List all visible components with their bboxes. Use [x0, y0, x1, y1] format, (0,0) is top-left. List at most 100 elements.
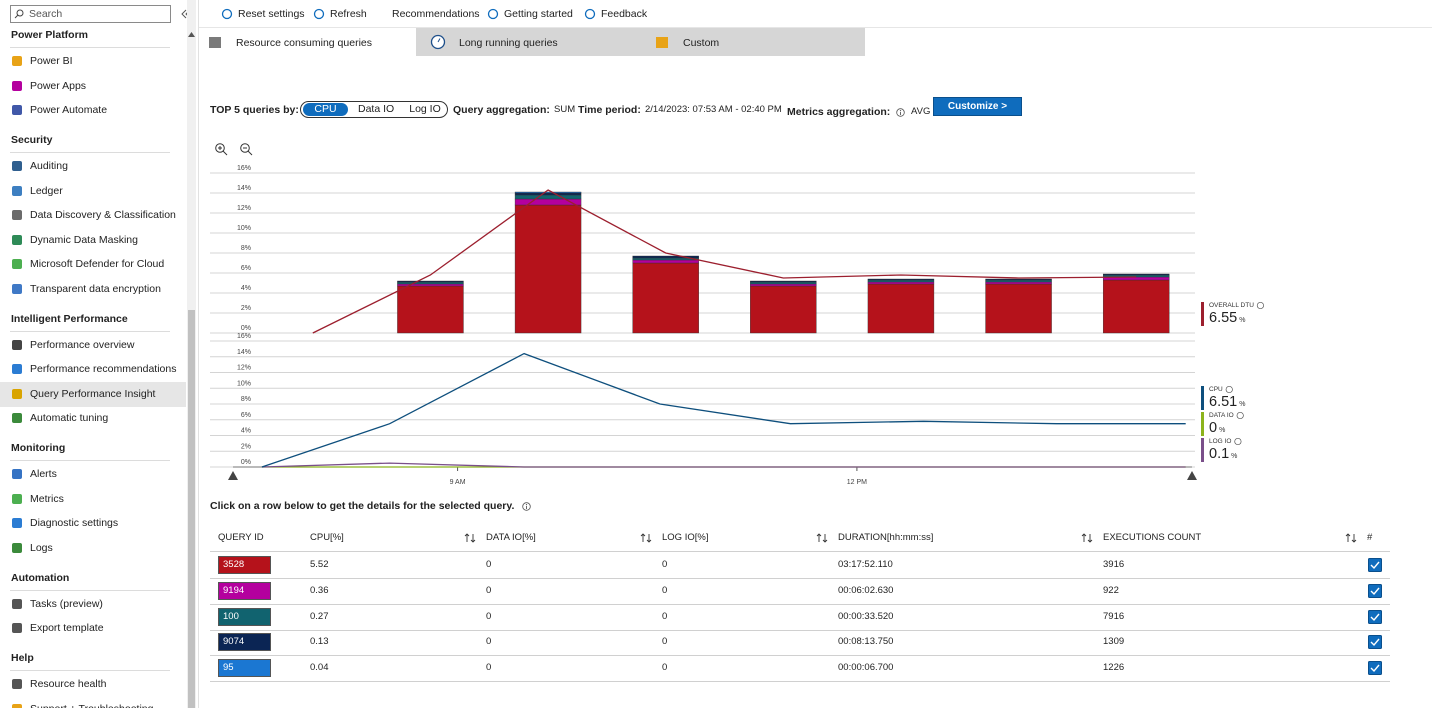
y-tick-label: 10%: [237, 225, 251, 232]
filter-value: AVG: [911, 105, 930, 119]
info-icon[interactable]: [1235, 438, 1241, 444]
table-cell: 0: [486, 584, 491, 598]
bar-segment: [986, 279, 1052, 280]
sidebar-item-icon: [12, 623, 22, 633]
table-cell: 5.52: [310, 558, 329, 572]
sidebar-item[interactable]: Diagnostic settings: [30, 516, 118, 530]
tab-icon: [654, 34, 670, 50]
sidebar-item[interactable]: Transparent data encryption: [30, 282, 161, 296]
column-header[interactable]: DURATION[hh:mm:ss]: [838, 531, 933, 545]
row-checkbox[interactable]: [1368, 558, 1382, 572]
sort-icon[interactable]: [640, 533, 652, 543]
filter-label: Query aggregation:: [453, 103, 550, 117]
bar-segment: [515, 195, 581, 199]
filter-label: Time period:: [578, 103, 641, 117]
column-header[interactable]: #: [1367, 531, 1372, 545]
sidebar-item[interactable]: Resource health: [30, 677, 106, 691]
column-header[interactable]: QUERY ID: [218, 531, 264, 545]
info-icon[interactable]: [522, 502, 531, 511]
sidebar-item[interactable]: Auditing: [30, 159, 68, 173]
bar-segment: [986, 282, 1052, 284]
sidebar-section-divider: [10, 47, 170, 48]
bar-segment: [397, 284, 463, 286]
sidebar-item[interactable]: Power Automate: [30, 103, 107, 117]
scrollbar-thumb[interactable]: [188, 310, 195, 708]
zoom-out[interactable]: [239, 142, 253, 156]
table-cell: 00:00:33.520: [838, 610, 893, 624]
bar-segment: [1103, 280, 1169, 333]
table-cell: 00:08:13.750: [838, 635, 893, 649]
row-checkbox[interactable]: [1368, 661, 1382, 675]
sidebar-section-divider: [10, 590, 170, 591]
tab[interactable]: Long running queries: [459, 36, 558, 50]
info-icon[interactable]: [896, 108, 905, 117]
range-handle[interactable]: [1187, 471, 1197, 480]
sidebar-item[interactable]: Performance recommendations: [30, 362, 176, 376]
zoom-in[interactable]: [214, 142, 228, 156]
toolbar-button[interactable]: Refresh: [330, 7, 367, 21]
sidebar-item[interactable]: Export template: [30, 621, 104, 635]
legend-unit: %: [1231, 453, 1237, 460]
tab-active[interactable]: Resource consuming queries: [236, 36, 372, 50]
sidebar-section-divider: [10, 152, 170, 153]
tab[interactable]: Custom: [683, 36, 719, 50]
sidebar-item[interactable]: Power Apps: [30, 79, 86, 93]
sidebar-item[interactable]: Tasks (preview): [30, 597, 103, 611]
customize-button[interactable]: Customize >: [933, 97, 1022, 116]
sidebar-item[interactable]: Power BI: [30, 54, 73, 68]
bar-segment: [750, 281, 816, 282]
table-row[interactable]: [210, 578, 1390, 604]
sidebar-item[interactable]: Query Performance Insight: [30, 387, 155, 401]
column-header[interactable]: EXECUTIONS COUNT: [1103, 531, 1201, 545]
sidebar-item[interactable]: Alerts: [30, 467, 57, 481]
row-checkbox[interactable]: [1368, 584, 1382, 598]
sidebar-item[interactable]: Ledger: [30, 184, 63, 198]
query-id: 9074: [223, 635, 244, 649]
bar-segment: [397, 281, 463, 282]
table-row[interactable]: [210, 604, 1390, 630]
sidebar-item[interactable]: Dynamic Data Masking: [30, 233, 138, 247]
sidebar-item[interactable]: Data Discovery & Classification: [30, 208, 176, 222]
sort-icon[interactable]: [1345, 533, 1357, 543]
sort-icon[interactable]: [816, 533, 828, 543]
range-handle[interactable]: [228, 471, 238, 480]
toggle-option[interactable]: Log IO: [408, 103, 442, 116]
row-checkbox[interactable]: [1368, 635, 1382, 649]
legend-label: CPU: [1209, 386, 1223, 393]
info-icon[interactable]: [1237, 412, 1243, 418]
sidebar-item[interactable]: Microsoft Defender for Cloud: [30, 257, 164, 271]
info-icon[interactable]: [1226, 386, 1232, 392]
sidebar-item[interactable]: Logs: [30, 541, 53, 555]
search-box[interactable]: Search: [10, 5, 171, 23]
table-cell: 0: [662, 584, 667, 598]
table-row[interactable]: [210, 655, 1390, 681]
legend-label: OVERALL DTU: [1209, 302, 1254, 309]
info-icon[interactable]: [1257, 302, 1263, 308]
toolbar-button[interactable]: Feedback: [601, 7, 647, 21]
bar-segment: [515, 192, 581, 193]
sidebar-item[interactable]: Automatic tuning: [30, 411, 108, 425]
sidebar-item[interactable]: Performance overview: [30, 338, 134, 352]
table-row[interactable]: [210, 629, 1390, 655]
legend-label: LOG IO: [1209, 438, 1231, 445]
column-header[interactable]: DATA IO[%]: [486, 531, 536, 545]
toolbar-button[interactable]: Recommendations: [392, 7, 480, 21]
table-cell: 03:17:52.110: [838, 558, 893, 572]
toggle-option[interactable]: Data IO: [358, 103, 394, 116]
sort-icon[interactable]: [1081, 533, 1093, 543]
row-checkbox[interactable]: [1368, 610, 1382, 624]
sidebar-item-icon: [12, 518, 22, 528]
sidebar-item-icon: [12, 494, 22, 504]
scroll-up-arrow[interactable]: [188, 31, 195, 37]
sidebar-item[interactable]: Metrics: [30, 492, 64, 506]
sidebar-item-icon: [12, 389, 22, 399]
table-row[interactable]: [210, 552, 1390, 578]
y-tick-label: 0%: [241, 459, 251, 466]
column-header[interactable]: CPU[%]: [310, 531, 344, 545]
column-header[interactable]: LOG IO[%]: [662, 531, 708, 545]
sort-icon[interactable]: [464, 533, 476, 543]
toolbar-button[interactable]: Reset settings: [238, 7, 305, 21]
toggle-option-selected[interactable]: CPU: [303, 103, 348, 116]
sidebar-item[interactable]: Support + Troubleshooting: [30, 702, 153, 708]
toolbar-button[interactable]: Getting started: [504, 7, 573, 21]
